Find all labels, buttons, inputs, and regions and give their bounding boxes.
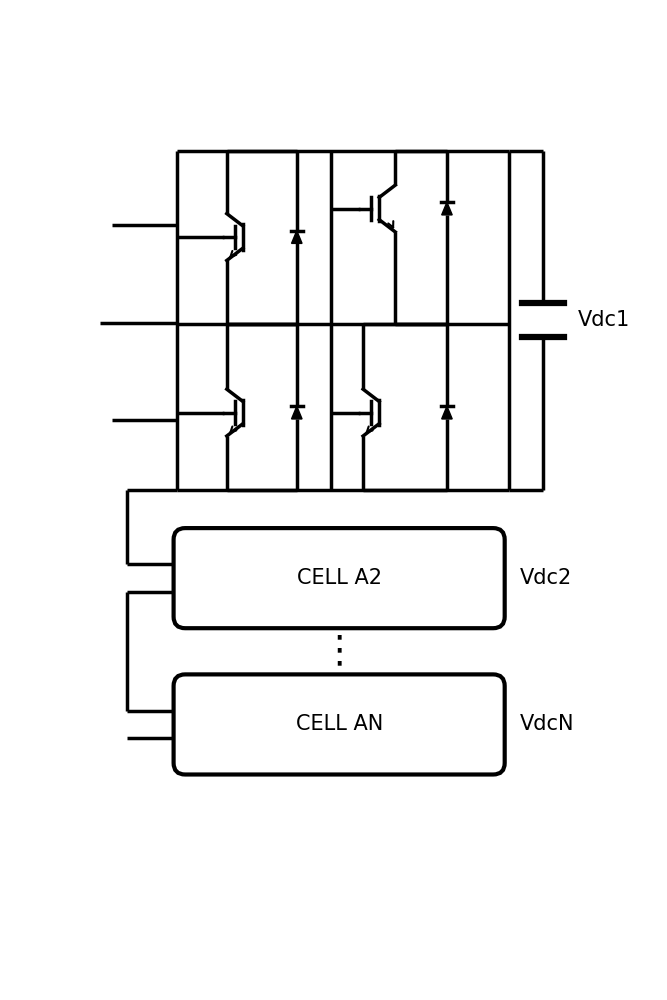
Polygon shape <box>291 231 302 243</box>
Text: CELL AN: CELL AN <box>295 714 383 734</box>
Text: Vdc1: Vdc1 <box>578 310 630 330</box>
Text: ⋮: ⋮ <box>320 633 358 669</box>
Text: CELL A2: CELL A2 <box>297 568 382 588</box>
FancyBboxPatch shape <box>173 528 505 628</box>
FancyBboxPatch shape <box>173 674 505 774</box>
Text: Vdc2: Vdc2 <box>520 568 572 588</box>
Polygon shape <box>291 406 302 419</box>
Text: VdcN: VdcN <box>520 714 574 734</box>
Polygon shape <box>442 406 452 419</box>
Polygon shape <box>442 202 452 215</box>
